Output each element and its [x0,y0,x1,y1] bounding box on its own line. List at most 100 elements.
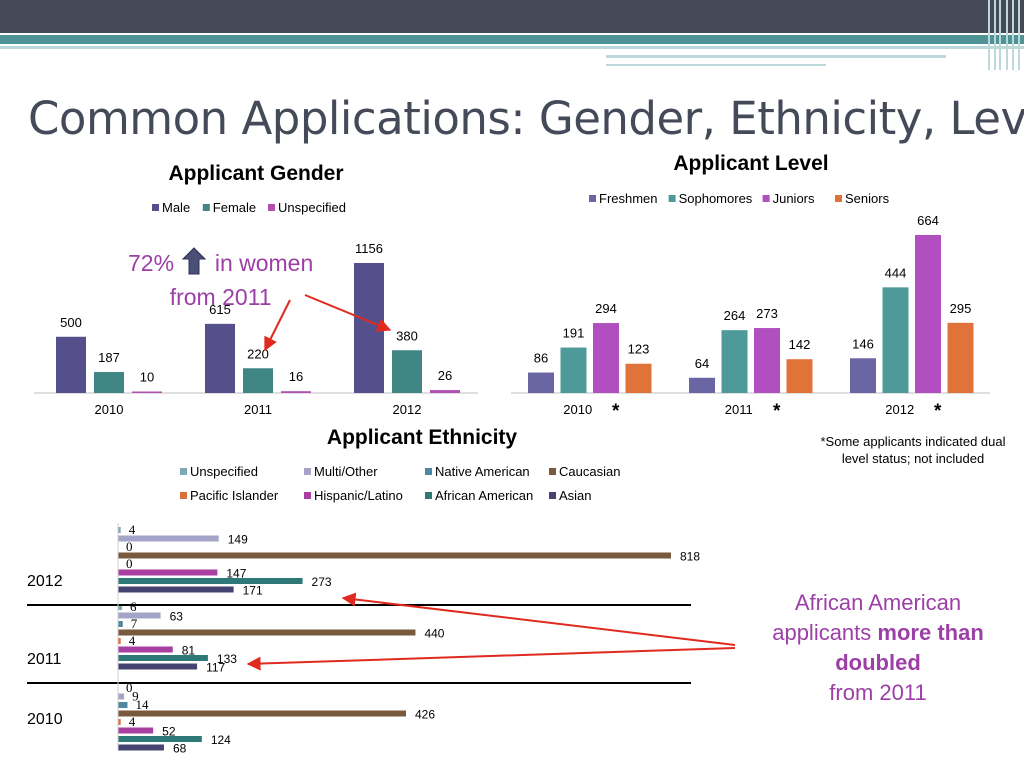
bar-asian-2012 [118,586,234,593]
accent-stripe-short [606,55,946,58]
data-label: 7 [131,616,138,631]
legend-swatch-pacific-islander [180,492,187,499]
bar-hispanic-latino-2010 [118,727,154,734]
data-label: 10 [140,370,154,385]
legend-label-juniors: Juniors [773,191,815,206]
bar-freshmen-2011 [689,377,715,393]
data-label: 444 [885,265,907,280]
data-label: 0 [126,539,133,554]
dual-status-marker: * [934,401,942,422]
bar-seniors-2010 [625,363,652,393]
legend-label-sophomores: Sophomores [679,191,753,206]
data-label: 123 [628,342,650,357]
bar-unspecified-2011 [281,391,311,393]
bar-male-2010 [56,336,86,393]
data-label: 191 [563,326,585,341]
bar-seniors-2011 [786,359,813,393]
data-label: 6 [130,599,137,614]
group-label: 2012 [27,573,63,590]
accent-stripe-shorter [606,64,826,66]
legend-swatch-multi-other [304,468,311,475]
bar-juniors-2012 [915,235,941,393]
annotation-percent: 72% [128,250,175,276]
annotation-arrow [341,592,736,646]
level-footnote: *Some applicants indicated dual level st… [800,433,1024,467]
x-tick-label: 2010 [563,402,592,417]
bar-unspecified-2012 [430,390,460,393]
data-label: 380 [396,328,418,343]
up-arrow-icon [182,247,207,282]
annotation-line2-bold: more than [877,620,984,645]
bar-sophomores-2010 [560,347,587,393]
bar-male-2012 [354,263,384,393]
data-label: 147 [226,567,246,581]
annotation-line2: applicants [772,620,878,645]
bar-african-american-2012 [118,578,303,584]
bar-hispanic-latino-2012 [118,569,218,576]
data-label: 615 [209,302,231,317]
data-label: 295 [950,301,972,316]
legend-swatch-caucasian [549,468,556,475]
bar-pacific-islander-2010 [118,719,121,725]
annotation-text-line2: from 2011 [169,284,272,310]
data-label: 142 [789,337,811,352]
bar-pacific-islander-2011 [118,638,121,644]
data-label: 264 [724,308,746,323]
legend-label-unspecified: Unspecified [278,200,346,215]
data-label: 81 [182,644,196,658]
legend-label-hispanic-latino: Hispanic/Latino [314,488,403,503]
level-chart-title: Applicant Level [673,152,828,175]
annotation-arrow [264,299,291,352]
legend-swatch-sophomores [668,195,676,202]
bar-african-american-2011 [118,655,208,661]
legend-swatch-hispanic-latino [304,492,311,499]
legend-swatch-seniors [835,195,842,202]
legend-label-asian: Asian [559,488,592,503]
bar-female-2010 [94,371,124,393]
x-tick-label: 2011 [725,402,753,417]
annotation-line1: African American [794,590,962,615]
annotation-line3-bold: doubled [835,650,921,675]
footnote-line2: level status; not included [841,451,985,466]
footnote-line1: *Some applicants indicated dual [820,434,1006,449]
legend-label-pacific-islander: Pacific Islander [190,488,279,503]
bar-caucasian-2012 [118,552,671,559]
legend-label-seniors: Seniors [845,191,890,206]
data-label: 1156 [355,241,383,256]
data-label: 86 [534,351,548,366]
data-label: 26 [438,368,452,383]
dual-status-marker: * [773,401,781,422]
legend-label-freshmen: Freshmen [599,191,658,206]
data-label: 426 [415,708,435,722]
bar-multi-other-2011 [118,612,161,619]
data-label: 440 [424,627,444,641]
bar-unspecified-2010 [132,391,162,393]
bar-freshmen-2010 [528,372,554,393]
legend-label-unspecified: Unspecified [190,464,258,479]
data-label: 273 [756,306,778,321]
data-label: 16 [289,369,303,384]
legend-swatch-unspecified [180,468,187,475]
data-label: 64 [695,356,709,371]
legend-label-male: Male [162,200,190,215]
dual-status-marker: * [612,401,620,422]
bar-female-2012 [392,350,422,393]
data-label: 818 [680,550,700,564]
annotation-text: in women [214,250,314,276]
data-label: 14 [135,697,149,712]
bar-seniors-2012 [947,322,974,393]
level-chart: Applicant Level Freshmen Sophomores Juniors… [511,152,990,422]
bar-asian-2010 [118,744,164,751]
bar-hispanic-latino-2011 [118,646,173,653]
bar-asian-2011 [118,663,198,670]
data-label: 117 [206,661,225,675]
annotation-line4: from 2011 [829,680,927,705]
legend-swatch-unspecified [268,204,275,211]
accent-stripe [0,35,1024,44]
bar-native-american-2010 [118,702,128,708]
data-label: 187 [98,350,120,365]
accent-stripe-light [0,46,1024,49]
data-label: 0 [126,556,133,571]
legend-swatch-native-american [425,468,432,475]
